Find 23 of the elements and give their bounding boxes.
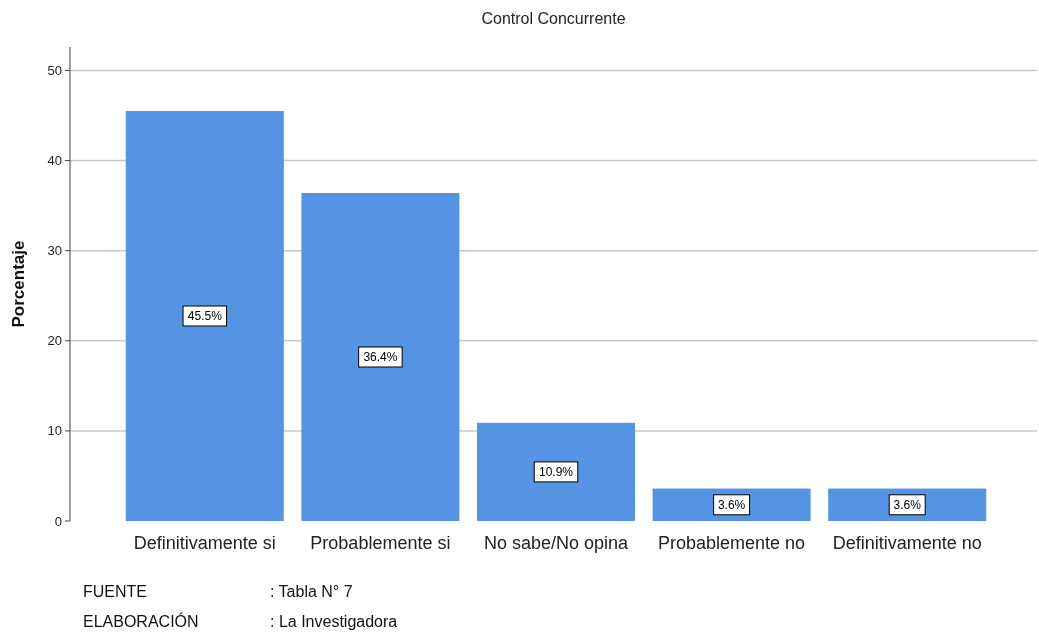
text: ELABORACIÓN : La Investigadora (83, 613, 398, 630)
y-tick-label: 0 (54, 513, 62, 529)
data-label: 36.4% (363, 350, 398, 365)
x-tick-label: Probablemente no (658, 533, 806, 553)
y-tick-label: 30 (47, 243, 62, 259)
x-tick-label: No sabe/No opina (483, 533, 630, 553)
x-tick-label: Definitivamente si (133, 533, 276, 553)
chart-title: Control Concurrente (481, 10, 626, 27)
bar (476, 422, 636, 521)
x-tick-label: Definitivamente no (832, 533, 982, 553)
data-label: 45.5% (187, 309, 223, 324)
y-axis-title: Porcentaje (9, 240, 28, 328)
data-label: 3.6% (717, 497, 746, 512)
y-tick-label: 20 (47, 333, 62, 349)
y-tick-label: 50 (47, 62, 62, 78)
data-label: 3.6% (893, 497, 922, 512)
x-tick-label: Probablemente si (310, 533, 451, 553)
y-tick-label: 10 (47, 423, 62, 439)
y-tick-label: 40 (47, 153, 62, 169)
bar (125, 110, 284, 521)
bar (301, 192, 460, 521)
text: FUENTE : Tabla N° 7 (83, 583, 353, 600)
data-label: 10.9% (538, 465, 574, 480)
